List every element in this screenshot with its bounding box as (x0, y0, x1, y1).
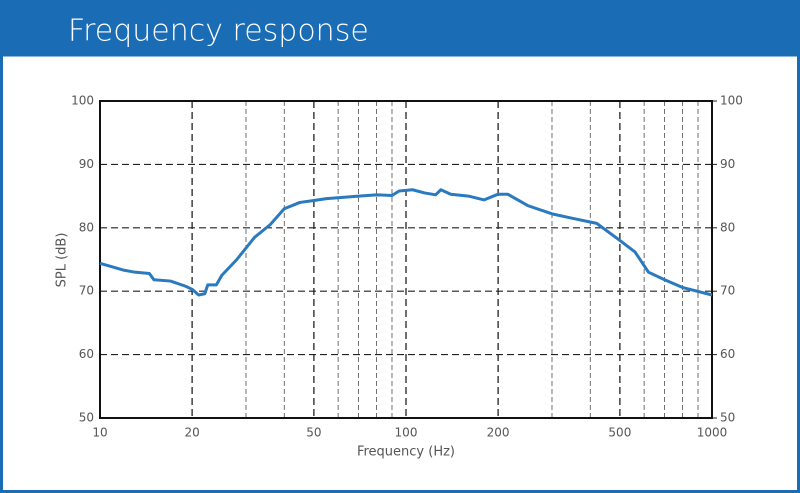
x-tick-label: 200 (487, 426, 510, 440)
response-line (99, 188, 713, 297)
y2-tick-label: 50 (720, 411, 735, 425)
plot-frame (99, 100, 713, 419)
y2-tick-label: 60 (720, 347, 735, 361)
x-tick-label: 1000 (697, 426, 728, 440)
chart-title: Frequency response (68, 14, 369, 49)
x-tick-label: 20 (184, 426, 199, 440)
y-tick-label: 60 (79, 347, 94, 361)
y-tick-label: 90 (79, 157, 94, 171)
y2-tick-label: 90 (720, 157, 735, 171)
y2-tick-label: 100 (720, 94, 743, 108)
x-axis-label: Frequency (Hz) (357, 445, 455, 460)
y2-tick-label: 70 (720, 284, 735, 298)
y-axis-label: SPL (dB) (55, 233, 70, 288)
y-tick-label: 80 (79, 220, 94, 234)
header-band (0, 0, 800, 56)
y-tick-label: 70 (79, 284, 94, 298)
y2-tick-label: 80 (720, 220, 735, 234)
y-tick-label: 100 (71, 94, 94, 108)
x-tick-label: 10 (92, 426, 107, 440)
y-tick-label: 50 (79, 411, 94, 425)
x-tick-label: 50 (306, 426, 321, 440)
x-tick-label: 500 (608, 426, 631, 440)
x-tick-label: 100 (395, 426, 418, 440)
frame (0, 53, 800, 493)
